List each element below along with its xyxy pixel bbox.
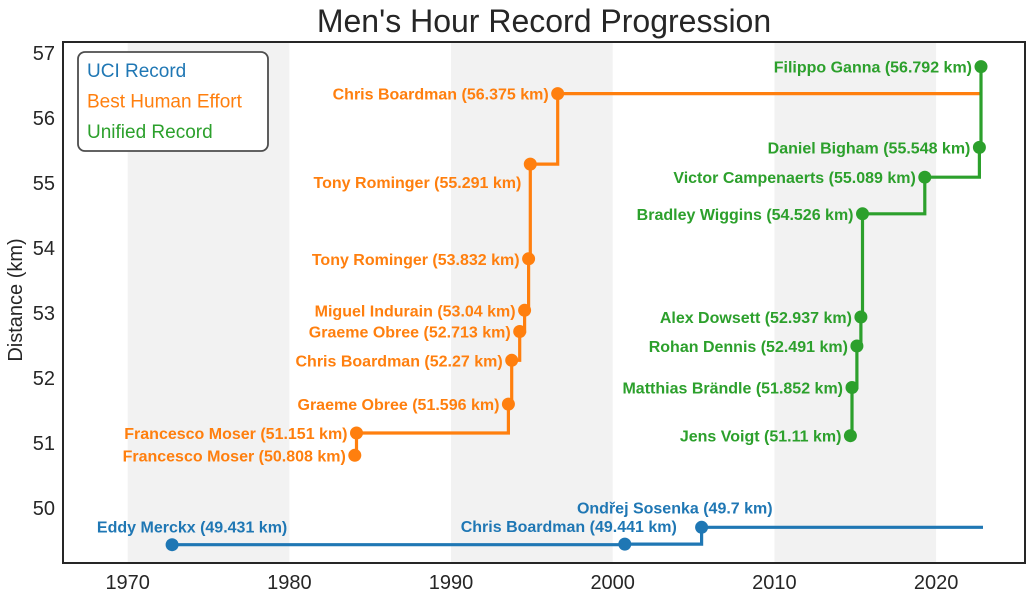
record-label: Alex Dowsett (52.937 km) [660,310,852,327]
y-tick-label: 50 [33,498,55,520]
series-layer [165,60,988,552]
y-tick-label: 57 [33,43,55,65]
record-point [854,310,868,324]
record-point [843,429,857,443]
x-tick-label: 2000 [590,572,635,594]
record-label: Tony Rominger (53.832 km) [312,252,520,269]
record-point [350,426,363,440]
x-tick-label: 1970 [105,572,150,594]
decade-band [774,42,937,563]
record-label: Ondřej Sosenka (49.7 km) [577,500,773,517]
record-point [165,538,179,552]
record-point [850,339,864,353]
record-point [551,87,565,101]
record-label: Francesco Moser (51.151 km) [124,426,347,443]
record-label: Jens Voigt (51.11 km) [680,429,842,446]
y-tick-label: 56 [33,108,55,130]
y-axis-label: Distance (km) [5,238,27,361]
x-tick-label: 2010 [752,572,797,594]
record-label: Tony Rominger (55.291 km) [314,175,522,192]
record-point [695,520,709,534]
record-point [618,537,632,551]
y-tick-label: 54 [33,238,55,260]
decade-band [451,42,613,563]
series-line-uci-record [172,525,983,547]
record-point [348,448,362,462]
record-label: Chris Boardman (49.441 km) [461,519,677,536]
y-tick-label: 53 [33,303,55,325]
y-tick-label: 55 [33,173,55,195]
record-label: Victor Campenaerts (55.089 km) [673,170,915,187]
record-point [918,170,932,184]
plot-border-layer [62,41,1026,564]
legend-box [77,51,269,152]
record-point [522,252,536,266]
record-point [513,325,527,338]
record-label: Miguel Indurain (53.04 km) [315,303,516,320]
record-label: Rohan Dennis (52.491 km) [649,339,848,356]
record-label: Graeme Obree (51.596 km) [298,397,500,414]
record-point [856,207,869,221]
x-tick-label: 1980 [267,572,312,594]
y-tick-label: 51 [33,433,55,455]
record-label: Bradley Wiggins (54.526 km) [637,207,854,224]
x-tick-label: 1990 [429,572,474,594]
record-point [518,303,532,317]
record-point [505,353,519,367]
record-label: Chris Boardman (52.27 km) [296,353,503,370]
record-label: Daniel Bigham (55.548 km) [768,140,971,157]
x-tick-label: 2020 [914,572,959,594]
record-label: Graeme Obree (52.713 km) [309,325,511,342]
record-point [972,140,986,154]
record-point [501,397,515,411]
y-tick-label: 52 [33,368,55,390]
record-label: Matthias Brändle (51.852 km) [622,381,843,398]
record-label: Filippo Ganna (56.792 km) [774,60,972,77]
record-label: Chris Boardman (56.375 km) [333,87,549,104]
record-label: Eddy Merckx (49.431 km) [97,520,287,537]
axis-ticks: 1970 1980 1990 2000 2010 2020 50 51 52 53 54 55 56 57 [33,43,959,594]
annotations-layer: Eddy Merckx (49.431 km) Chris Boardman (4… [97,60,972,537]
legend-entry-uci-record: UCI Record [87,61,186,82]
legend-entry-unified-record: Unified Record [87,122,213,143]
record-label: Francesco Moser (50.808 km) [123,448,346,465]
legend-entry-best-human-effort: Best Human Effort [87,92,243,113]
legend: UCI Record Best Human Effort Unified Recor… [77,51,269,152]
plot-border [62,41,1026,564]
record-point [845,381,859,394]
record-point [523,157,537,171]
chart-title: Men's Hour Record Progression [317,3,771,39]
record-point [974,60,988,74]
